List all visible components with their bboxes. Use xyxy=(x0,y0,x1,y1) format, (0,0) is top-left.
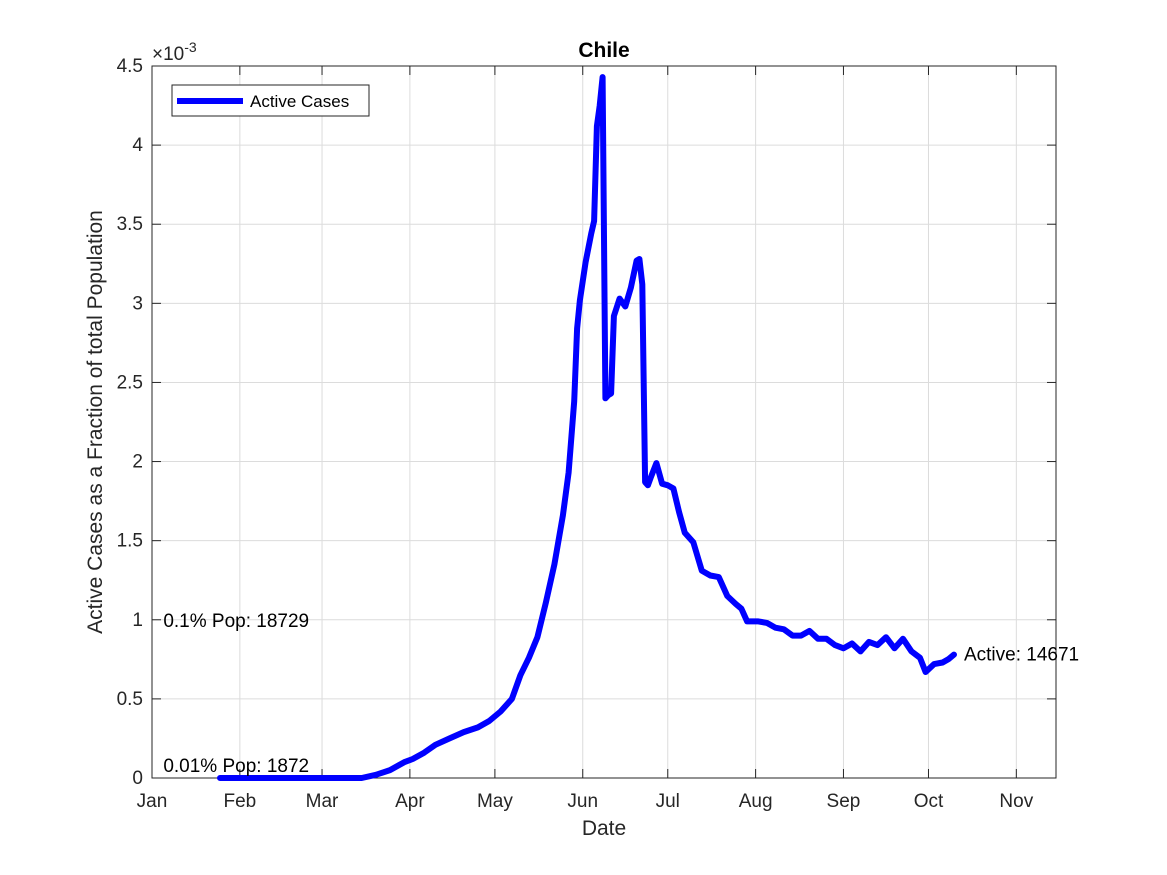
y-exponent: ×10-3 xyxy=(152,39,197,65)
y-tick-label: 1.5 xyxy=(117,531,143,552)
x-tick-label: Nov xyxy=(999,791,1033,812)
series-group xyxy=(217,74,957,781)
x-tick-label: Sep xyxy=(827,791,861,812)
x-tick-label: Jun xyxy=(567,791,598,812)
ticks: 0 0.5 1 1.5 2 2.5 3 3.5 4 4.5 Jan Feb Mar Apr May Jun Ju… xyxy=(117,56,1056,812)
legend: Active Cases xyxy=(171,84,370,117)
x-tick-label: Jan xyxy=(137,791,168,812)
y-tick-label: 4 xyxy=(132,135,143,156)
legend-label: Active Cases xyxy=(250,92,349,111)
y-tick-label: 2.5 xyxy=(117,372,143,393)
annotations: 0.1% Pop: 18729 0.01% Pop: 1872 Active: 14… xyxy=(163,611,1079,777)
y-axis-label: Active Cases as a Fraction of total Popu… xyxy=(84,210,107,634)
x-tick-label: Apr xyxy=(395,791,425,812)
y-tick-label: 0.5 xyxy=(117,689,143,710)
x-tick-label: Aug xyxy=(739,791,773,812)
x-axis-label: Date xyxy=(582,817,626,840)
series-line-active-cases xyxy=(217,74,957,781)
axis-box xyxy=(151,65,1057,779)
x-tick-label: Feb xyxy=(223,791,256,812)
y-exponent-base: ×10 xyxy=(152,44,184,65)
y-tick-label: 2 xyxy=(132,452,143,473)
annotation-label: 0.01% Pop: 1872 xyxy=(163,756,309,777)
annotation-label: Active: 14671 xyxy=(964,645,1079,666)
annotation-label: 0.1% Pop: 18729 xyxy=(163,611,309,632)
y-tick-label: 1 xyxy=(132,610,143,631)
y-tick-label: 3.5 xyxy=(117,214,143,235)
x-tick-label: Mar xyxy=(306,791,339,812)
y-tick-label: 4.5 xyxy=(117,56,143,77)
x-tick-label: Jul xyxy=(656,791,680,812)
legend-box xyxy=(171,84,370,117)
x-tick-label: May xyxy=(477,791,513,812)
y-tick-label: 0 xyxy=(132,768,143,789)
y-tick-label: 3 xyxy=(132,293,143,314)
x-tick-label: Oct xyxy=(914,791,944,812)
y-exponent-power: -3 xyxy=(184,39,197,55)
chart-title: Chile xyxy=(578,39,629,62)
